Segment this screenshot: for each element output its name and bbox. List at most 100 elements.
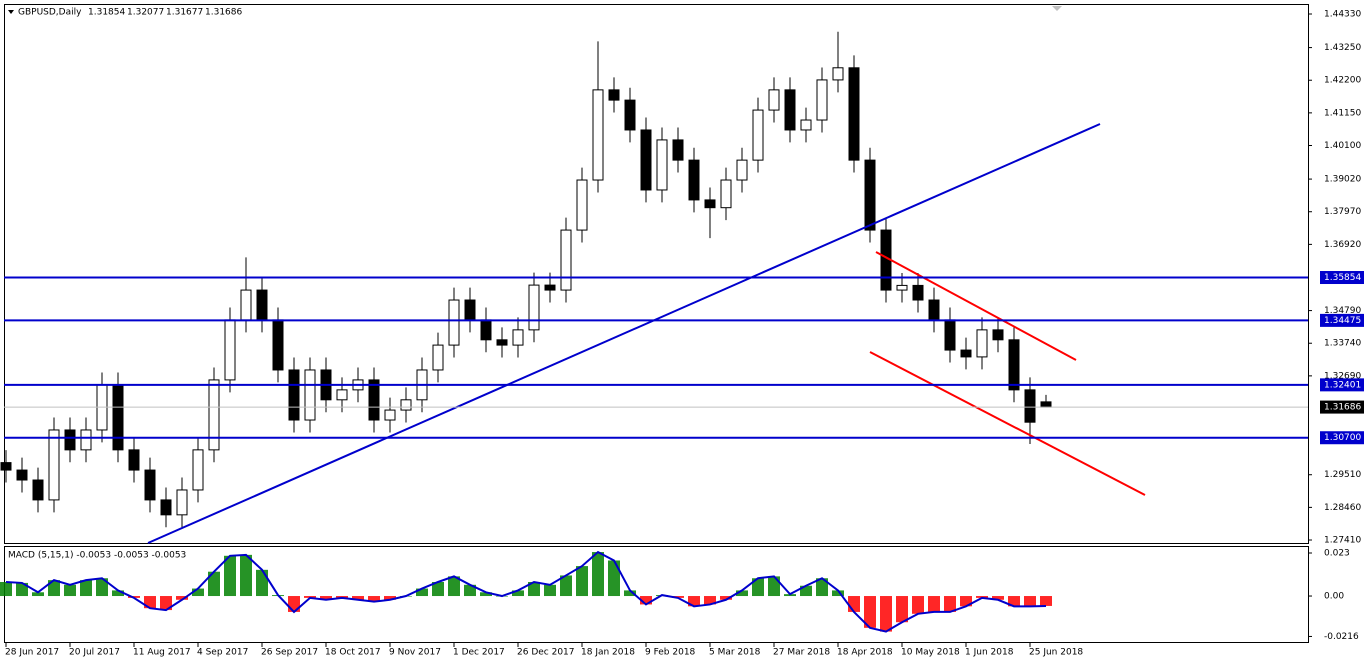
candle-body xyxy=(816,79,828,121)
candle-body xyxy=(128,449,140,471)
macd-bar xyxy=(208,571,220,597)
candle-body xyxy=(528,284,540,331)
macd-bar xyxy=(832,590,844,597)
macd-bar xyxy=(768,576,780,597)
candle-body xyxy=(976,329,988,358)
x-tick-label: 28 Jun 2017 xyxy=(5,648,59,658)
level-label-bg xyxy=(1320,271,1364,285)
candle-body xyxy=(704,199,716,209)
candle-body xyxy=(0,462,12,471)
candle-body xyxy=(480,319,492,341)
macd-bar xyxy=(416,588,428,597)
macd-bar xyxy=(880,596,892,632)
candle-body xyxy=(832,67,844,81)
level-label-bg xyxy=(1320,313,1364,327)
level-label: 1.34475 xyxy=(1324,316,1361,326)
candle-body xyxy=(1008,339,1020,391)
channel-lower[interactable] xyxy=(869,351,1146,496)
x-tick-label: 4 Sep 2017 xyxy=(197,648,248,658)
x-tick-label: 5 Mar 2018 xyxy=(709,648,761,658)
trend-line[interactable] xyxy=(147,123,1101,544)
x-tick-label: 9 Nov 2017 xyxy=(389,648,441,658)
high: 1.32077 xyxy=(127,8,164,18)
x-tick-label: 26 Dec 2017 xyxy=(517,648,575,658)
candle-body xyxy=(992,329,1004,341)
candle-body xyxy=(560,229,572,291)
macd-bar xyxy=(1024,596,1036,607)
macd-bar xyxy=(544,584,556,597)
x-tick-label: 20 Jul 2017 xyxy=(69,648,120,658)
macd-bar xyxy=(80,580,92,597)
x-tick-label: 25 Jun 2018 xyxy=(1029,648,1083,658)
x-tick-label: 11 Aug 2017 xyxy=(133,648,191,658)
macd-bar xyxy=(368,596,380,602)
candle-body xyxy=(240,289,252,321)
candle-body xyxy=(64,429,76,451)
macd-bar xyxy=(704,596,716,605)
candle-body xyxy=(576,179,588,231)
candle-body xyxy=(768,89,780,111)
macd-bar xyxy=(64,584,76,597)
candle-body xyxy=(48,429,60,501)
candle-body xyxy=(176,489,188,516)
x-tick-label: 27 Mar 2018 xyxy=(773,648,830,658)
level-label: 1.30700 xyxy=(1324,433,1361,443)
macd-bar xyxy=(480,592,492,597)
candle-body xyxy=(400,399,412,411)
y-tick-label: 1.44330 xyxy=(1324,10,1361,20)
macd-bar xyxy=(16,582,28,597)
level-label-bg xyxy=(1320,378,1364,392)
macd-bar xyxy=(928,596,940,612)
macd-bar xyxy=(32,592,44,597)
shift-marker xyxy=(1052,6,1062,11)
x-tick-label: 1 Jun 2018 xyxy=(965,648,1014,658)
level-label-bg xyxy=(1320,431,1364,445)
macd-bar xyxy=(160,596,172,611)
macd-bar xyxy=(992,596,1004,600)
candle-body xyxy=(384,409,396,421)
candle-body xyxy=(432,344,444,371)
candle-body xyxy=(928,299,940,321)
candle-body xyxy=(112,384,124,451)
y-tick-label: 1.40100 xyxy=(1324,141,1361,151)
candle-body xyxy=(16,469,28,481)
candle-body xyxy=(496,339,508,346)
candle-body xyxy=(224,319,236,381)
candle-body xyxy=(720,179,732,209)
low: 1.31677 xyxy=(166,8,203,18)
macd-bar xyxy=(608,560,620,597)
candle-body xyxy=(944,319,956,351)
current-price-bg xyxy=(1320,400,1364,414)
symbol: GBPUSD,Daily xyxy=(18,8,82,18)
candle-body xyxy=(672,139,684,161)
candle-body xyxy=(544,284,556,291)
x-tick-label: 1 Dec 2017 xyxy=(453,648,505,658)
macd-bar xyxy=(192,588,204,597)
channel-upper[interactable] xyxy=(875,251,1077,361)
macd-bar xyxy=(944,596,956,612)
candle-body xyxy=(32,479,44,501)
candle-body xyxy=(272,319,284,371)
signal-line xyxy=(5,550,1047,633)
level-label: 1.35854 xyxy=(1324,273,1361,283)
candle-body xyxy=(848,67,860,161)
macd-bar xyxy=(720,596,732,600)
candle-body xyxy=(608,89,620,101)
candle-body xyxy=(80,429,92,451)
macd-bar xyxy=(1008,596,1020,607)
macd-bar xyxy=(112,590,124,597)
y-tick-label: 1.43250 xyxy=(1324,43,1361,53)
y-tick-label: 1.37970 xyxy=(1324,207,1361,217)
candle-body xyxy=(304,369,316,421)
macd-bar xyxy=(176,596,188,600)
candle-body xyxy=(624,99,636,131)
current-price-label: 1.31686 xyxy=(1324,403,1361,413)
candle-body xyxy=(368,379,380,421)
candle-body xyxy=(912,284,924,301)
candle-body xyxy=(1040,401,1052,408)
candle-body xyxy=(896,284,908,291)
macd-bar xyxy=(320,596,332,600)
menu-arrow[interactable] xyxy=(8,10,14,14)
x-tick-label: 10 May 2018 xyxy=(901,648,960,658)
